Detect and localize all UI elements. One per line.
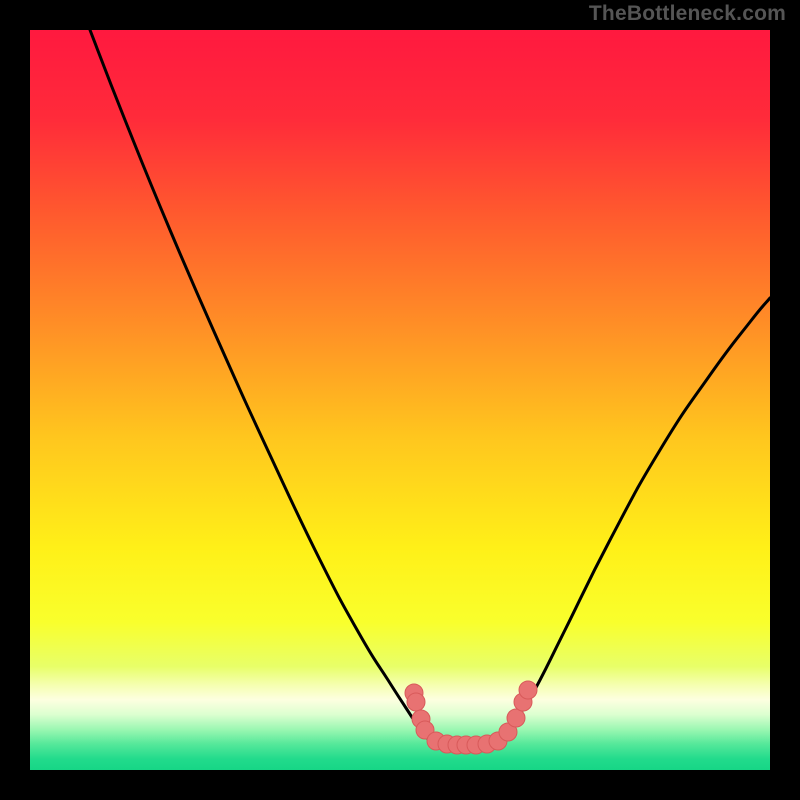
data-marker <box>519 681 537 699</box>
frame-left <box>0 0 30 800</box>
frame-bottom <box>0 770 800 800</box>
data-marker <box>507 709 525 727</box>
chart-background <box>30 30 770 770</box>
watermark-text: TheBottleneck.com <box>589 2 786 26</box>
frame-right <box>770 0 800 800</box>
bottleneck-chart <box>30 30 770 770</box>
data-marker <box>407 693 425 711</box>
